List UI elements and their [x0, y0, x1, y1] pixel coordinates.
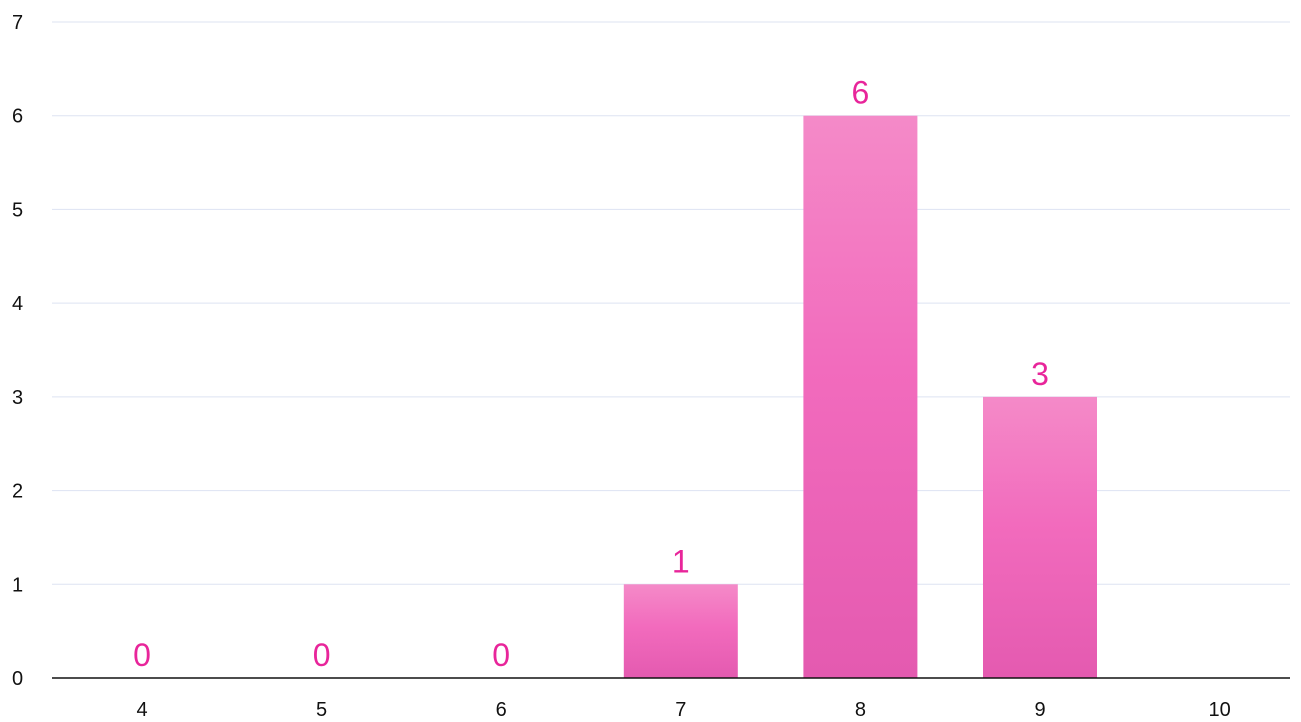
data-label-6: 0 — [492, 637, 510, 673]
bar-9 — [983, 396, 1097, 678]
x-tick-label: 10 — [1208, 699, 1230, 721]
data-label-5: 0 — [313, 637, 331, 673]
x-axis-ticks: 4 5 6 7 8 9 10 — [136, 699, 1230, 721]
y-tick-label: 4 — [12, 293, 23, 315]
x-tick-label: 9 — [1034, 699, 1045, 721]
y-tick-label: 7 — [12, 12, 23, 34]
x-tick-label: 6 — [496, 699, 507, 721]
y-axis-ticks: 0 1 2 3 4 5 6 7 — [12, 12, 23, 690]
x-tick-label: 5 — [316, 699, 327, 721]
gridlines — [52, 21, 1290, 585]
data-label-7: 1 — [672, 543, 690, 579]
x-tick-label: 7 — [675, 699, 686, 721]
data-labels: 0 0 0 1 6 3 — [133, 75, 1049, 673]
y-tick-label: 5 — [12, 199, 23, 221]
y-tick-label: 2 — [12, 481, 23, 503]
x-tick-label: 8 — [855, 699, 866, 721]
bars — [623, 115, 1097, 678]
y-tick-label: 0 — [12, 668, 23, 690]
bar-8 — [803, 115, 918, 678]
x-tick-label: 4 — [136, 699, 147, 721]
data-label-4: 0 — [133, 637, 151, 673]
y-tick-label: 1 — [12, 574, 23, 596]
data-label-9: 3 — [1031, 356, 1049, 392]
bar-7 — [623, 584, 738, 678]
y-tick-label: 6 — [12, 106, 23, 128]
y-tick-label: 3 — [12, 387, 23, 409]
data-label-8: 6 — [852, 75, 870, 111]
